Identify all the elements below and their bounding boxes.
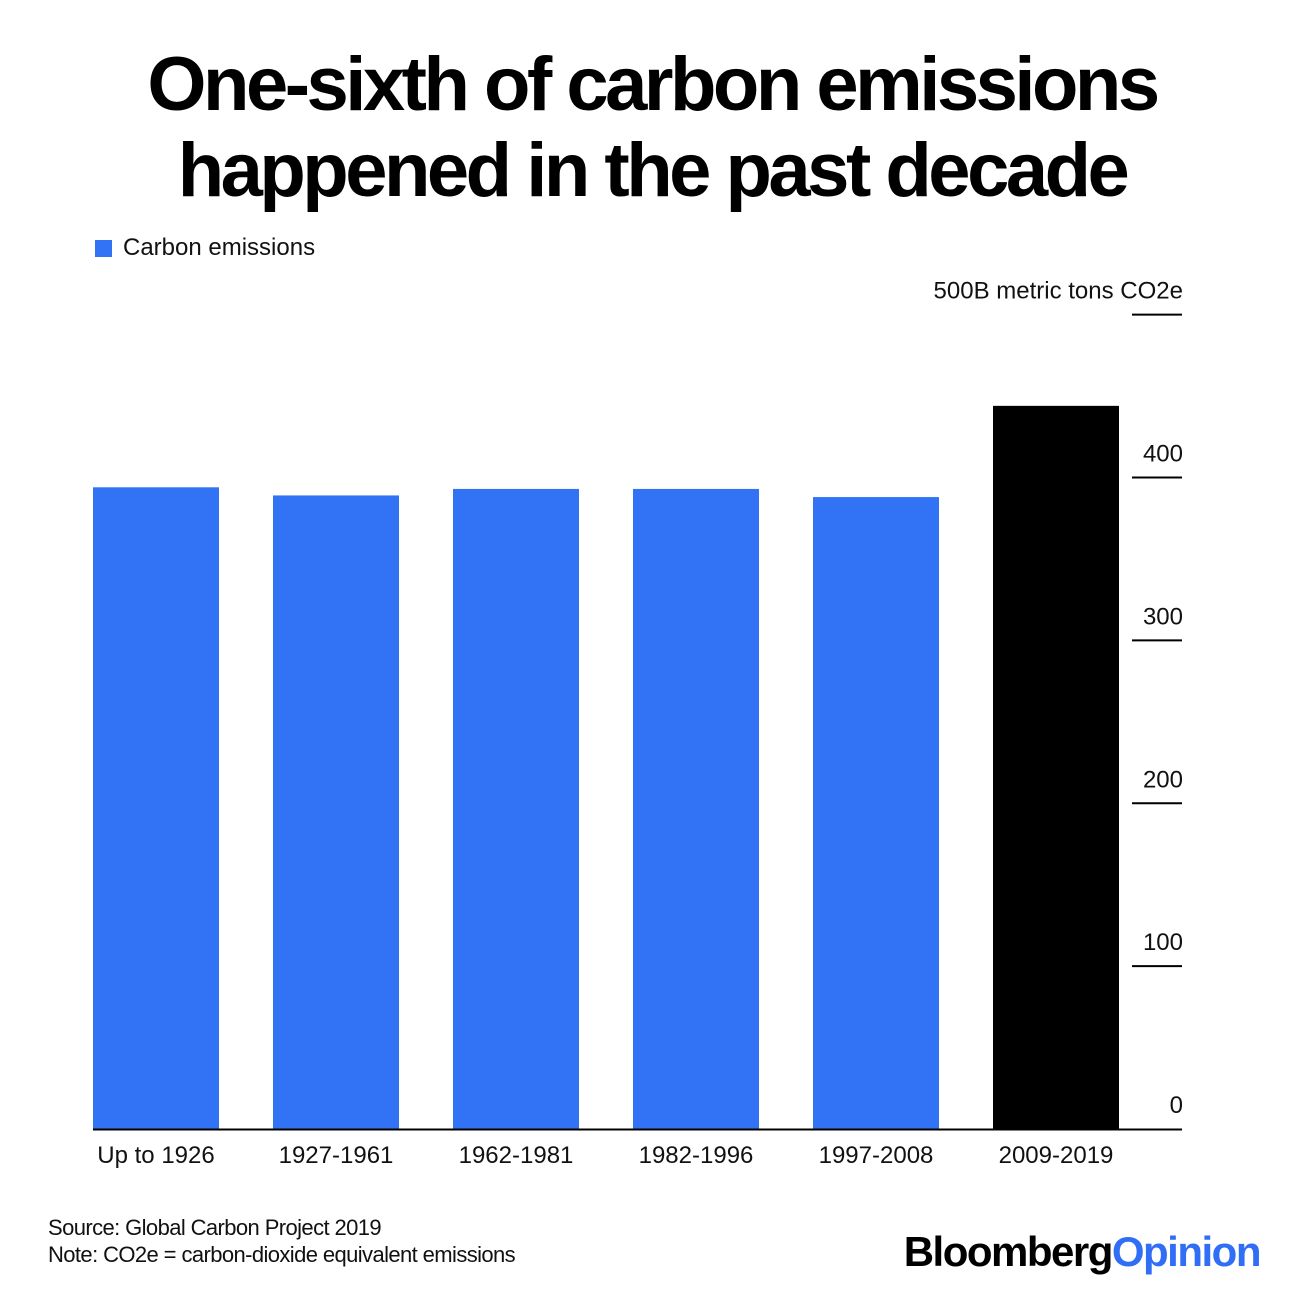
bar-1982-1996 bbox=[633, 488, 759, 1129]
x-tick-label: 1962-1981 bbox=[459, 1142, 574, 1169]
y-tick-label: 400 bbox=[1143, 441, 1183, 468]
legend-label: Carbon emissions bbox=[123, 234, 316, 261]
bar-1927-1961 bbox=[273, 495, 399, 1130]
y-axis-unit-label: 500B metric tons CO2e bbox=[934, 278, 1183, 305]
x-tick-label: 1997-2008 bbox=[819, 1142, 934, 1169]
footer: Source: Global Carbon Project 2019 Note:… bbox=[48, 1214, 516, 1268]
y-tick-label: 100 bbox=[1143, 929, 1183, 956]
x-tick-label: 2009-2019 bbox=[999, 1142, 1114, 1169]
legend: Carbon emissions bbox=[95, 234, 315, 262]
bar-up-to-1926 bbox=[93, 487, 219, 1129]
bar-1962-1981 bbox=[453, 488, 579, 1129]
brand-logo-bloomberg: Bloomberg bbox=[903, 1228, 1114, 1275]
x-tick-label: Up to 1926 bbox=[97, 1142, 214, 1169]
source-note: Source: Global Carbon Project 2019 bbox=[48, 1215, 382, 1240]
bar-1997-2008 bbox=[813, 497, 939, 1129]
brand-logo: BloombergOpinion bbox=[903, 1224, 1262, 1280]
y-tick-label: 300 bbox=[1143, 603, 1183, 630]
brand-logo-opinion: Opinion bbox=[1111, 1228, 1262, 1275]
chart-title-line-1: One-sixth of carbon emissions bbox=[147, 42, 1160, 127]
y-tick-label: 200 bbox=[1143, 766, 1183, 793]
legend-swatch bbox=[95, 239, 112, 257]
y-tick-label: 0 bbox=[1170, 1092, 1183, 1119]
x-tick-label: 1927-1961 bbox=[279, 1142, 394, 1169]
chart-title-line-2: happened in the past decade bbox=[177, 128, 1130, 213]
chart-title: One-sixth of carbon emissions happened i… bbox=[0, 42, 1304, 214]
x-tick-label: 1982-1996 bbox=[639, 1142, 754, 1169]
definition-note: Note: CO2e = carbon-dioxide equivalent e… bbox=[48, 1242, 516, 1267]
bar-2009-2019 bbox=[993, 405, 1119, 1130]
